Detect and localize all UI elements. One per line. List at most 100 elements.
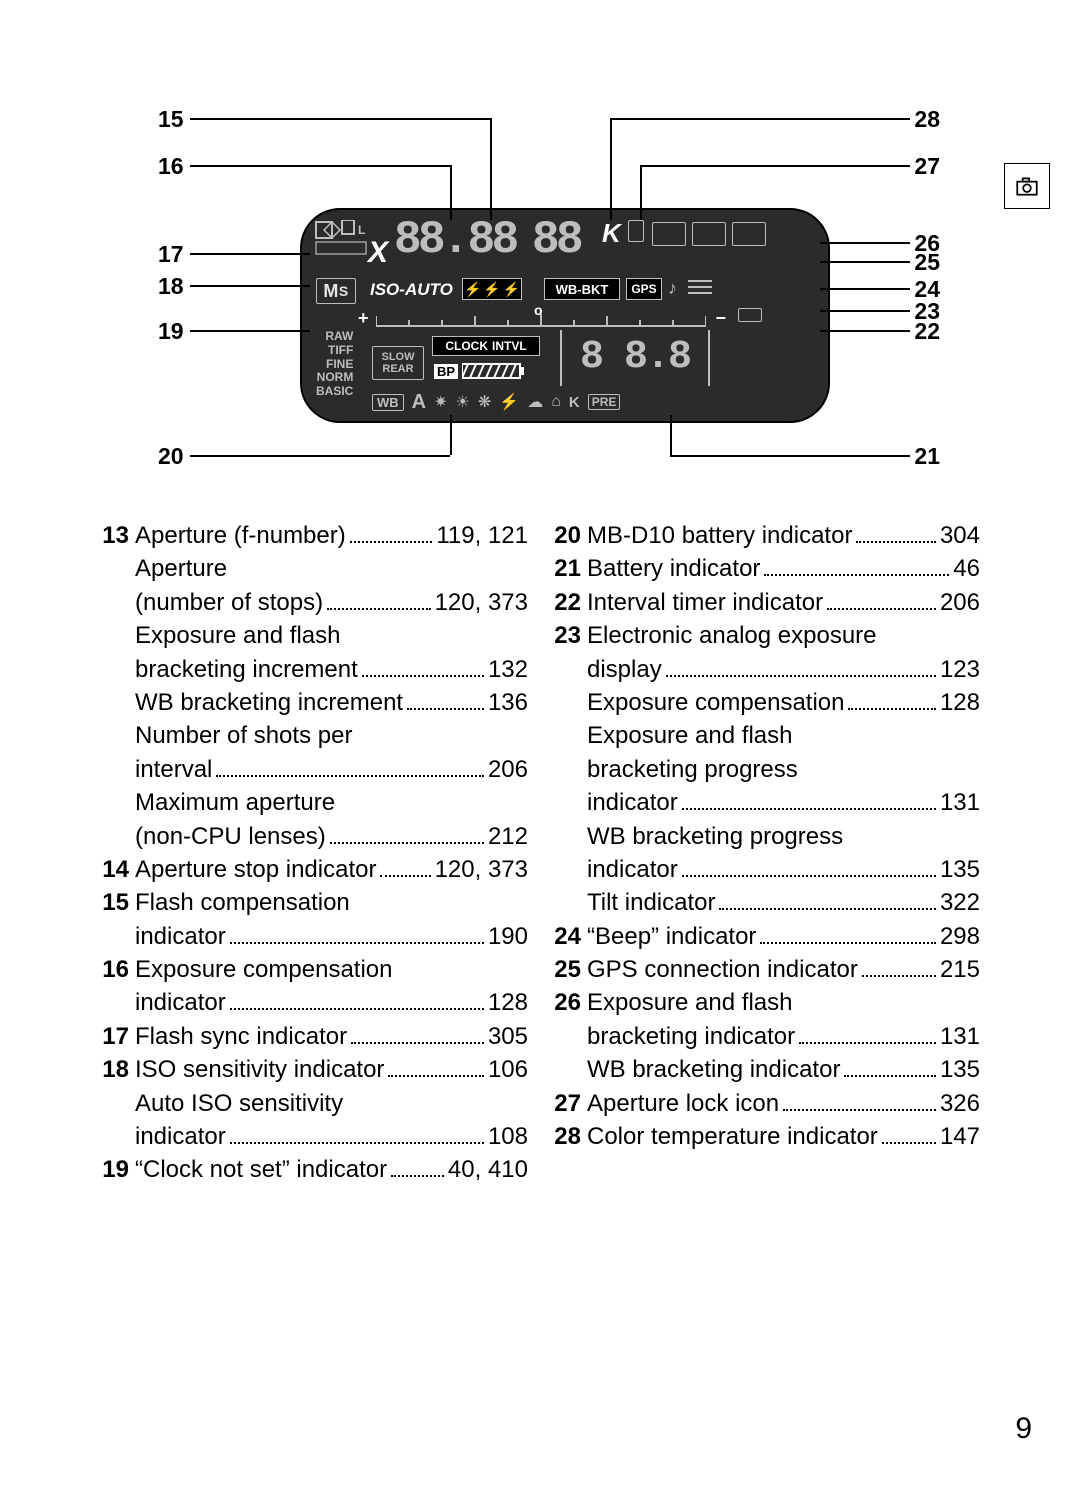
index-line: “Beep” indicator 298 (587, 921, 980, 953)
index-entry: 17Flash sync indicator305 (100, 1021, 528, 1053)
index-entry: 00bracketing indicator131 (552, 1021, 980, 1053)
index-label: Exposure and flash (587, 720, 792, 752)
flash-sync-x: X (368, 236, 388, 270)
dots (844, 1075, 936, 1077)
dots (330, 842, 484, 844)
index-line: indicator190 (135, 921, 528, 953)
index-line: GPS connection indicator215 (587, 954, 980, 986)
index-entry: 00WB bracketing increment136 (100, 687, 528, 719)
leadv-20 (450, 415, 452, 455)
index-label: Color temperature indicator (587, 1121, 878, 1153)
index-page: 128 (940, 687, 980, 719)
dots (682, 875, 936, 877)
dots (216, 775, 484, 777)
callout-19: 19 (158, 318, 184, 345)
dots (230, 942, 484, 944)
dots (764, 574, 949, 576)
index-line: Exposure compensation 128 (587, 687, 980, 719)
quality-list: RAW TIFF FINE NORM BASIC (316, 330, 353, 399)
leadv-21 (670, 415, 672, 455)
index-entry: 00bracketing increment132 (100, 654, 528, 686)
lcd-panel: L X 88.88 88 K (300, 208, 830, 423)
index-label: bracketing indicator (587, 1021, 795, 1053)
index-page: 136 (488, 687, 528, 719)
index-page: 135 (940, 854, 980, 886)
index-num: 19 (100, 1156, 135, 1184)
index-num: 24 (552, 923, 587, 951)
index-line: Interval timer indicator206 (587, 587, 980, 619)
battery-icon (738, 308, 762, 322)
index-page: 298 (940, 921, 980, 953)
index-num: 23 (552, 622, 587, 650)
index-num: 20 (552, 522, 587, 550)
index-label: WB bracketing progress (587, 821, 843, 853)
dots (862, 975, 936, 977)
dots (682, 808, 936, 810)
index-num: 17 (100, 1023, 135, 1051)
camera-tab-icon (1004, 163, 1050, 209)
lead-16 (190, 165, 450, 167)
callout-20: 20 (158, 443, 184, 470)
index-label: Exposure and flash (135, 620, 340, 652)
index-page: 326 (940, 1088, 980, 1120)
index-num: 21 (552, 555, 587, 583)
index-label: Exposure compensation (587, 687, 844, 719)
index-entry: 00display123 (552, 654, 980, 686)
index-label: Number of shots per (135, 720, 352, 752)
index-entry: 20MB-D10 battery indicator304 (552, 520, 980, 552)
index-line: Number of shots per (135, 720, 528, 752)
leadv-28 (610, 118, 612, 220)
index-label: Aperture lock icon (587, 1088, 779, 1120)
lead-28 (610, 118, 910, 120)
index-page: 108 (488, 1121, 528, 1153)
lcd-diagram: L X 88.88 88 K (150, 90, 940, 490)
index-line: Electronic analog exposure (587, 620, 980, 652)
index-num: 25 (552, 956, 587, 984)
index-label: Exposure and flash (587, 987, 792, 1019)
index-label: Aperture stop indicator (135, 854, 376, 886)
index-entry: 24“Beep” indicator 298 (552, 921, 980, 953)
index-page: 120, 373 (435, 854, 528, 886)
index-line: Flash sync indicator305 (135, 1021, 528, 1053)
index-page: 128 (488, 987, 528, 1019)
index-page: 190 (488, 921, 528, 953)
leadv-16 (450, 165, 452, 220)
lead-23 (820, 310, 910, 312)
lead-27 (640, 165, 910, 167)
lead-19 (190, 330, 310, 332)
index-line: (number of stops)120, 373 (135, 587, 528, 619)
index-label: indicator (135, 987, 226, 1019)
index-line: (non-CPU lenses)212 (135, 821, 528, 853)
index-entry: 00Maximum aperture (100, 787, 528, 819)
dots (856, 541, 936, 543)
index-line: bracketing increment132 (135, 654, 528, 686)
index-page: 212 (488, 821, 528, 853)
index-col-right: 20MB-D10 battery indicator30421Battery i… (552, 520, 980, 1188)
index-label: Electronic analog exposure (587, 620, 877, 652)
index-entry: 00WB bracketing progress (552, 821, 980, 853)
index-columns: 13Aperture (f-number)119, 12100Aperture0… (100, 520, 980, 1188)
clock-intvl: CLOCKINTVL (432, 336, 540, 356)
index-page: 305 (488, 1021, 528, 1053)
shots-remaining: 8 8.8 (560, 330, 710, 386)
color-temp-k: K (602, 218, 621, 249)
index-line: Aperture stop indicator 120, 373 (135, 854, 528, 886)
aperture-7seg: 88.88 (394, 214, 516, 266)
index-line: bracketing indicator131 (587, 1021, 980, 1053)
image-size: MS (316, 278, 356, 304)
aperture-lock-icon (628, 220, 644, 242)
index-line: WB bracketing indicator135 (587, 1054, 980, 1086)
index-page: 106 (488, 1054, 528, 1086)
index-line: display123 (587, 654, 980, 686)
index-entry: 00(number of stops)120, 373 (100, 587, 528, 619)
index-page: 131 (940, 787, 980, 819)
index-entry: 00indicator108 (100, 1121, 528, 1153)
svg-text:L: L (358, 223, 365, 237)
dots (666, 675, 936, 677)
beep-icon: ♪ (668, 278, 677, 299)
index-label: “Beep” indicator (587, 921, 756, 953)
gps: GPS (626, 278, 662, 300)
lead-18 (190, 285, 310, 287)
top-right-cells (652, 222, 812, 254)
analog-exposure-scale: + o − (362, 308, 722, 330)
